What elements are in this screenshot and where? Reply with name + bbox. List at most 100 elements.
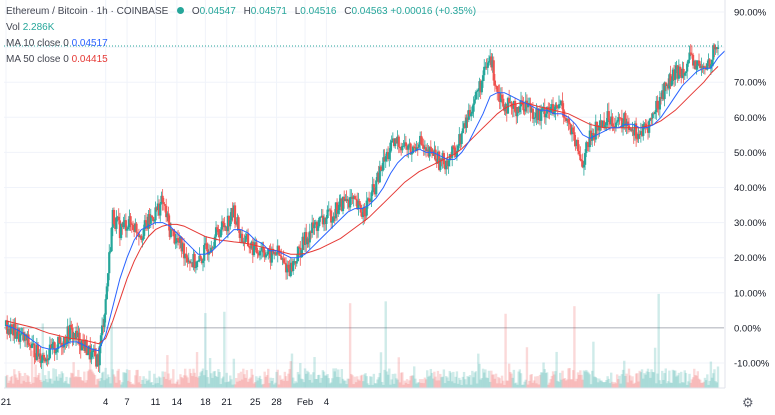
candle-body xyxy=(90,352,93,360)
candle-body xyxy=(49,344,53,349)
candle-body xyxy=(34,357,37,360)
candle-body xyxy=(131,224,135,231)
volume-bar xyxy=(464,379,467,388)
candle-body xyxy=(68,324,72,341)
volume-bar xyxy=(118,380,122,388)
volume-bar xyxy=(281,378,284,388)
candle-body xyxy=(479,81,482,93)
candle-body xyxy=(32,343,35,345)
candle-body xyxy=(583,153,587,165)
volume-bar xyxy=(459,379,462,388)
volume-bar xyxy=(661,370,664,388)
candle-body xyxy=(404,142,408,147)
candle-body xyxy=(619,117,622,119)
volume-bar xyxy=(119,384,123,388)
volume-bar xyxy=(566,379,569,388)
volume-bar xyxy=(99,377,103,388)
volume-bar xyxy=(224,382,227,388)
candle-body xyxy=(200,258,203,263)
candle-body xyxy=(115,217,118,229)
candle-body xyxy=(414,148,417,151)
ma10-label: MA 10 close 0 xyxy=(6,38,69,49)
candle-body xyxy=(398,146,402,149)
volume-bar xyxy=(128,370,131,388)
candle-body xyxy=(397,136,400,147)
candle-body xyxy=(554,104,557,112)
volume-bar xyxy=(74,376,78,388)
volume-bar xyxy=(54,369,58,388)
candle-body xyxy=(544,113,548,118)
candle-body xyxy=(338,201,341,211)
volume-bar xyxy=(276,369,279,388)
volume-bar xyxy=(135,370,138,388)
candle-body xyxy=(419,135,422,145)
volume-bar xyxy=(191,376,194,388)
volume-bar xyxy=(146,380,149,388)
volume-bar xyxy=(189,373,193,388)
candle-body xyxy=(60,342,63,347)
candle-body xyxy=(48,344,52,359)
volume-bar xyxy=(529,374,532,388)
volume-bar xyxy=(19,373,22,388)
candle-body xyxy=(421,144,424,146)
volume-bar xyxy=(162,376,166,388)
volume-bar xyxy=(531,382,535,388)
volume-row[interactable]: Vol 2.286K xyxy=(6,20,476,36)
volume-bar xyxy=(365,376,368,388)
volume-bar xyxy=(55,376,59,388)
volume-bar xyxy=(40,381,43,388)
open-value: 0.04547 xyxy=(199,6,236,17)
candle-body xyxy=(210,247,213,253)
volume-bar xyxy=(433,371,436,388)
volume-bar xyxy=(192,368,195,388)
y-tick-label: 10.00% xyxy=(734,288,767,299)
volume-bar xyxy=(426,370,429,388)
volume-bar xyxy=(484,369,487,388)
volume-value: 2.286K xyxy=(22,22,55,33)
candle-body xyxy=(261,246,264,251)
ma50-row[interactable]: MA 50 close 0 0.04415 xyxy=(6,52,476,68)
volume-bar xyxy=(422,383,425,388)
volume-bar xyxy=(255,376,258,388)
candle-body xyxy=(350,196,353,198)
candle-body xyxy=(42,354,46,358)
candle-body xyxy=(157,203,161,216)
volume-bar xyxy=(512,369,516,388)
volume-bar xyxy=(525,347,529,388)
candle-body xyxy=(390,140,393,143)
symbol-title[interactable]: Ethereum / Bitcoin · 1h · COINBASE xyxy=(6,6,169,17)
volume-bar xyxy=(240,379,244,388)
volume-bar xyxy=(220,378,224,388)
candle-body xyxy=(242,241,245,243)
volume-bar xyxy=(7,382,10,388)
market-status-dot xyxy=(177,7,185,14)
candle-body xyxy=(644,123,647,128)
volume-bar xyxy=(251,374,255,388)
candle-body xyxy=(167,213,170,223)
candle-body xyxy=(702,66,705,68)
candle-body xyxy=(470,113,473,117)
candle-body xyxy=(165,205,168,218)
candle-body xyxy=(562,109,565,118)
candle-body xyxy=(204,243,207,245)
candle-body xyxy=(618,117,621,118)
volume-bar xyxy=(713,369,716,388)
volume-bar xyxy=(357,379,360,388)
ma10-row[interactable]: MA 10 close 0 0.04517 xyxy=(6,36,476,52)
candle-body xyxy=(169,228,173,237)
volume-bar xyxy=(306,370,309,388)
volume-bar xyxy=(390,379,393,388)
candle-body xyxy=(424,147,428,152)
x-tick-label: 21 xyxy=(221,397,232,408)
gear-icon[interactable]: ⚙ xyxy=(742,395,754,410)
candle-body xyxy=(668,74,671,89)
candle-body xyxy=(576,140,580,152)
volume-bar xyxy=(169,378,173,388)
candle-body xyxy=(72,333,75,339)
candle-body xyxy=(327,209,330,211)
candle-body xyxy=(212,247,215,249)
candle-body xyxy=(33,343,36,358)
volume-bar xyxy=(714,381,717,388)
